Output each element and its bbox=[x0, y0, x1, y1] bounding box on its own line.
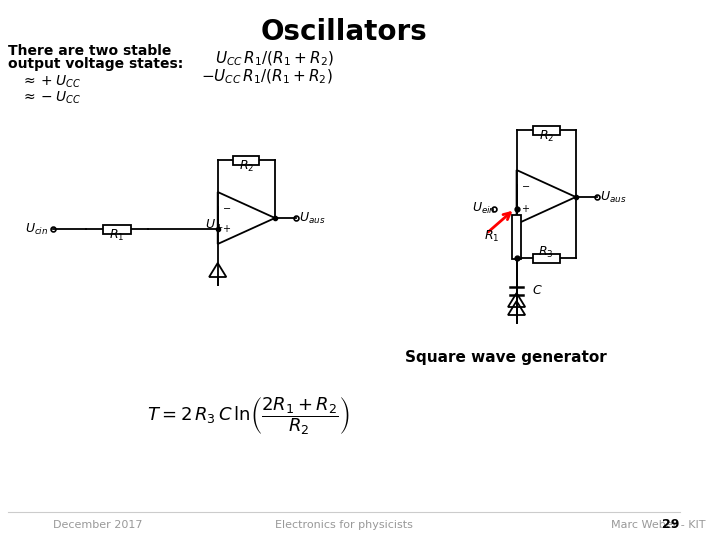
Bar bbox=[513, 215, 521, 259]
Text: $U_{CC}\,R_1/(R_1 + R_2)$: $U_{CC}\,R_1/(R_1 + R_2)$ bbox=[215, 50, 334, 69]
Bar bbox=[103, 225, 131, 234]
Text: +: + bbox=[222, 225, 230, 234]
Text: $U_{ein}$: $U_{ein}$ bbox=[472, 201, 495, 217]
Text: 29: 29 bbox=[662, 518, 680, 531]
Text: Square wave generator: Square wave generator bbox=[405, 350, 607, 365]
Text: $U_{aus}$: $U_{aus}$ bbox=[600, 190, 626, 205]
Text: $T = 2\,R_3\,C\,\ln\!\left(\dfrac{2R_1 + R_2}{R_2}\right)$: $T = 2\,R_3\,C\,\ln\!\left(\dfrac{2R_1 +… bbox=[147, 395, 350, 437]
Text: $-U_{CC}\,R_1/(R_1 + R_2)$: $-U_{CC}\,R_1/(R_1 + R_2)$ bbox=[201, 68, 332, 86]
Bar bbox=[233, 156, 259, 165]
Text: $R_3$: $R_3$ bbox=[539, 245, 554, 260]
Text: output voltage states:: output voltage states: bbox=[8, 57, 183, 71]
Text: $U_+$: $U_+$ bbox=[205, 218, 225, 233]
Text: +: + bbox=[521, 204, 529, 214]
Text: $U_{cin}$: $U_{cin}$ bbox=[25, 222, 49, 237]
Text: $R_1$: $R_1$ bbox=[484, 230, 500, 245]
Text: $-$: $-$ bbox=[521, 180, 531, 190]
Text: $C$: $C$ bbox=[532, 284, 543, 297]
Text: $\approx -U_{CC}$: $\approx -U_{CC}$ bbox=[21, 90, 81, 106]
Text: $R_2$: $R_2$ bbox=[539, 129, 554, 144]
Text: $R_2$: $R_2$ bbox=[239, 159, 254, 174]
Bar bbox=[533, 125, 559, 134]
Text: $U_{aus}$: $U_{aus}$ bbox=[299, 211, 325, 226]
Text: Oscillators: Oscillators bbox=[261, 18, 427, 46]
Text: Electronics for physicists: Electronics for physicists bbox=[275, 520, 413, 530]
Text: $-$: $-$ bbox=[222, 201, 232, 212]
Text: $\approx +U_{CC}$: $\approx +U_{CC}$ bbox=[21, 74, 81, 90]
Text: Marc Weber - KIT: Marc Weber - KIT bbox=[611, 520, 706, 530]
Text: $R_1$: $R_1$ bbox=[109, 228, 125, 244]
Text: There are two stable: There are two stable bbox=[8, 44, 171, 58]
Bar bbox=[533, 253, 559, 262]
Text: December 2017: December 2017 bbox=[53, 520, 142, 530]
